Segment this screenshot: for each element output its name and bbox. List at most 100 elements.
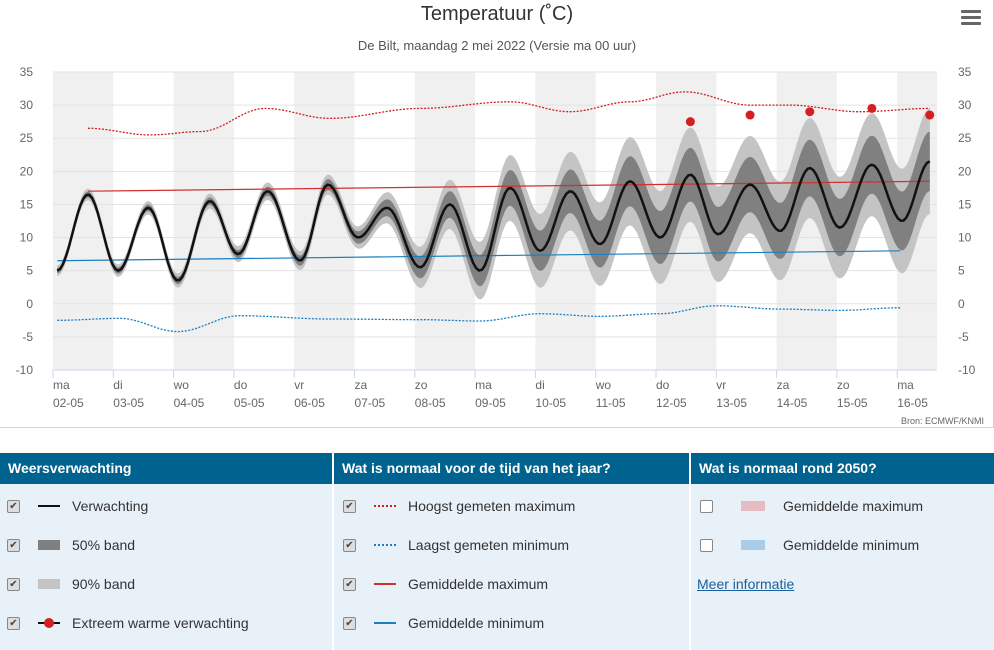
legend-label: Hoogst gemeten maximum <box>408 498 576 514</box>
chart-title: Temperatuur (˚C) <box>420 3 574 25</box>
legend-label: Laagst gemeten minimum <box>408 537 570 553</box>
legend-header: Wat is normaal rond 2050? <box>691 453 994 484</box>
x-tick-date: 10-05 <box>535 396 566 410</box>
toggle-lowest-min[interactable]: ✔ Laagst gemeten minimum <box>343 535 569 555</box>
chart-container: Temperatuur (˚C) De Bilt, maandag 2 mei … <box>0 0 994 428</box>
y-tick-label-left: -10 <box>16 363 34 377</box>
x-tick-day: za <box>355 378 368 392</box>
extreme-warm-point <box>805 107 815 117</box>
y-tick-label-right: 5 <box>958 264 965 278</box>
extreme-warm-point <box>867 103 877 113</box>
x-tick-date: 05-05 <box>234 396 265 410</box>
x-tick-date: 11-05 <box>596 396 626 410</box>
toggle-2050-min[interactable]: Gemiddelde minimum <box>700 535 919 555</box>
extreme-warm-point <box>685 117 695 127</box>
y-tick-label-left: 15 <box>20 197 34 211</box>
pink-band-icon <box>741 500 765 512</box>
more-info-link[interactable]: Meer informatie <box>697 576 795 592</box>
checkbox[interactable]: ✔ <box>7 616 20 630</box>
x-tick-day: di <box>535 378 544 392</box>
x-tick-date: 04-05 <box>174 396 205 410</box>
checkbox[interactable]: ✔ <box>7 499 20 513</box>
y-tick-label-right: 0 <box>958 297 965 311</box>
y-tick-label-left: 10 <box>20 231 34 245</box>
band-50 <box>57 131 930 287</box>
legend-2050: Wat is normaal rond 2050? Gemiddelde max… <box>691 453 994 650</box>
dotted-blue-icon <box>374 539 396 551</box>
y-tick-label-right: 30 <box>958 98 972 112</box>
x-tick-date: 02-05 <box>53 396 84 410</box>
x-tick-day: vr <box>294 378 304 392</box>
legend-header: Weersverwachting <box>0 453 332 484</box>
toggle-mean-min[interactable]: ✔ Gemiddelde minimum <box>343 613 544 633</box>
toggle-2050-max[interactable]: Gemiddelde maximum <box>700 496 923 516</box>
toggle-extreme[interactable]: ✔ Extreem warme verwachting <box>7 613 249 633</box>
legend-label: Gemiddelde maximum <box>408 576 549 592</box>
x-tick-day: vr <box>716 378 726 392</box>
blue-band-icon <box>741 539 765 551</box>
band50-icon <box>38 539 60 551</box>
x-tick-day: do <box>234 378 248 392</box>
checkbox[interactable]: ✔ <box>343 577 356 591</box>
highest-max-line <box>88 91 930 136</box>
toggle-forecast[interactable]: ✔ Verwachting <box>7 496 148 516</box>
x-tick-day: zo <box>837 378 850 392</box>
y-tick-label-left: 20 <box>20 164 34 178</box>
x-tick-date: 12-05 <box>656 396 687 410</box>
mean-min-line <box>57 250 901 262</box>
y-tick-label-left: 30 <box>20 98 34 112</box>
checkbox[interactable]: ✔ <box>343 499 356 513</box>
y-tick-label-left: 25 <box>20 131 34 145</box>
forecast-line <box>56 160 931 282</box>
source-label: Bron: ECMWF/KNMI <box>901 416 984 426</box>
legend-label: Extreem warme verwachting <box>72 615 249 631</box>
checkbox[interactable]: ✔ <box>343 616 356 630</box>
x-tick-date: 14-05 <box>777 396 808 410</box>
x-tick-day: ma <box>897 378 914 392</box>
x-tick-date: 09-05 <box>475 396 506 410</box>
x-tick-date: 06-05 <box>294 396 325 410</box>
checkbox[interactable] <box>700 499 713 513</box>
checkbox[interactable]: ✔ <box>343 538 356 552</box>
checkbox[interactable] <box>700 538 713 552</box>
y-tick-label-right: -10 <box>958 363 976 377</box>
x-tick-date: 16-05 <box>897 396 928 410</box>
x-tick-day: wo <box>173 378 190 392</box>
y-tick-label-right: 10 <box>958 231 972 245</box>
dot-line-icon <box>38 617 60 629</box>
legend-panel: Weersverwachting ✔ Verwachting ✔ 50% band … <box>0 453 994 650</box>
legend-label: Verwachting <box>72 498 149 514</box>
x-tick-date: 03-05 <box>113 396 144 410</box>
extreme-warm-point <box>925 110 935 120</box>
legend-forecast: Weersverwachting ✔ Verwachting ✔ 50% band … <box>0 453 334 650</box>
x-tick-day: do <box>656 378 670 392</box>
x-tick-date: 15-05 <box>837 396 868 410</box>
toggle-band50[interactable]: ✔ 50% band <box>7 535 135 555</box>
checkbox[interactable]: ✔ <box>7 538 20 552</box>
toggle-band90[interactable]: ✔ 90% band <box>7 574 135 594</box>
hamburger-menu-icon[interactable] <box>961 10 981 26</box>
lowest-min-line <box>57 305 901 333</box>
legend-normal: Wat is normaal voor de tijd van het jaar… <box>334 453 691 650</box>
line-icon <box>38 500 60 512</box>
red-line-icon <box>374 578 396 590</box>
x-tick-date: 07-05 <box>355 396 386 410</box>
y-tick-label-right: 25 <box>958 131 972 145</box>
dotted-red-icon <box>374 500 396 512</box>
checkbox[interactable]: ✔ <box>7 577 20 591</box>
legend-header: Wat is normaal voor de tijd van het jaar… <box>334 453 689 484</box>
blue-line-icon <box>374 617 396 629</box>
y-tick-label-right: 20 <box>958 164 972 178</box>
x-tick-day: ma <box>475 378 492 392</box>
toggle-highest-max[interactable]: ✔ Hoogst gemeten maximum <box>343 496 575 516</box>
x-tick-day: za <box>777 378 790 392</box>
x-tick-day: ma <box>53 378 70 392</box>
x-tick-date: 08-05 <box>415 396 446 410</box>
legend-label: Gemiddelde minimum <box>408 615 545 631</box>
legend-label: 90% band <box>72 576 136 592</box>
legend-label: Gemiddelde maximum <box>783 498 924 514</box>
y-tick-label-left: -5 <box>22 330 33 344</box>
y-tick-label-left: 5 <box>26 264 33 278</box>
extreme-warm-point <box>745 110 755 120</box>
toggle-mean-max[interactable]: ✔ Gemiddelde maximum <box>343 574 548 594</box>
